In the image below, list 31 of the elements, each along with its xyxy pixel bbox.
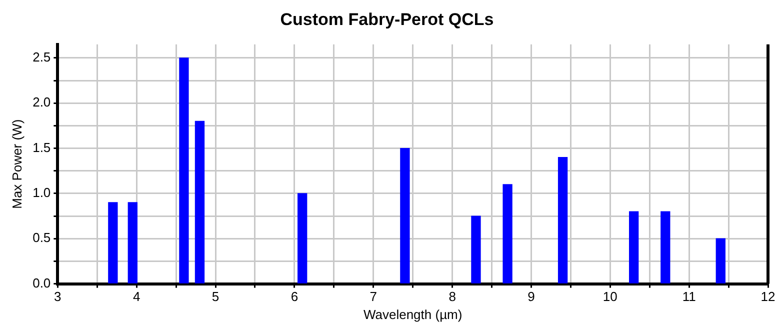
x-tick-label: 8 bbox=[448, 289, 456, 304]
bar bbox=[471, 216, 481, 284]
y-tick-label: 2.5 bbox=[32, 50, 51, 65]
y-tick-label: 1.5 bbox=[32, 140, 51, 155]
y-tick-label: 0.5 bbox=[32, 230, 51, 246]
chart-title: Custom Fabry-Perot QCLs bbox=[280, 10, 494, 29]
x-tick-label: 12 bbox=[760, 289, 776, 304]
x-tick-label: 5 bbox=[212, 289, 220, 304]
x-tick-label: 11 bbox=[682, 289, 696, 304]
x-tick-label: 9 bbox=[528, 289, 535, 304]
y-axis-title: Max Power (W) bbox=[9, 119, 24, 209]
bar bbox=[558, 156, 568, 284]
bar bbox=[660, 211, 670, 284]
bar bbox=[179, 58, 189, 284]
x-tick-label: 6 bbox=[290, 289, 298, 304]
bar bbox=[128, 202, 138, 284]
bar bbox=[108, 202, 118, 284]
y-tick-label: 0.0 bbox=[32, 275, 51, 290]
bar bbox=[400, 148, 410, 284]
bar bbox=[194, 120, 205, 284]
x-tick-label: 3 bbox=[54, 289, 62, 304]
bar bbox=[716, 238, 726, 284]
y-tick-label: 2.0 bbox=[32, 94, 51, 110]
y-tick-label: 1.0 bbox=[32, 185, 51, 200]
x-axis-title: Wavelength (µm) bbox=[363, 306, 462, 322]
bar bbox=[502, 184, 512, 284]
x-tick-label: 10 bbox=[602, 289, 618, 304]
bar bbox=[628, 211, 639, 284]
x-tick-label: 7 bbox=[370, 289, 377, 304]
bar bbox=[298, 193, 308, 284]
x-tick-label: 4 bbox=[132, 289, 140, 304]
